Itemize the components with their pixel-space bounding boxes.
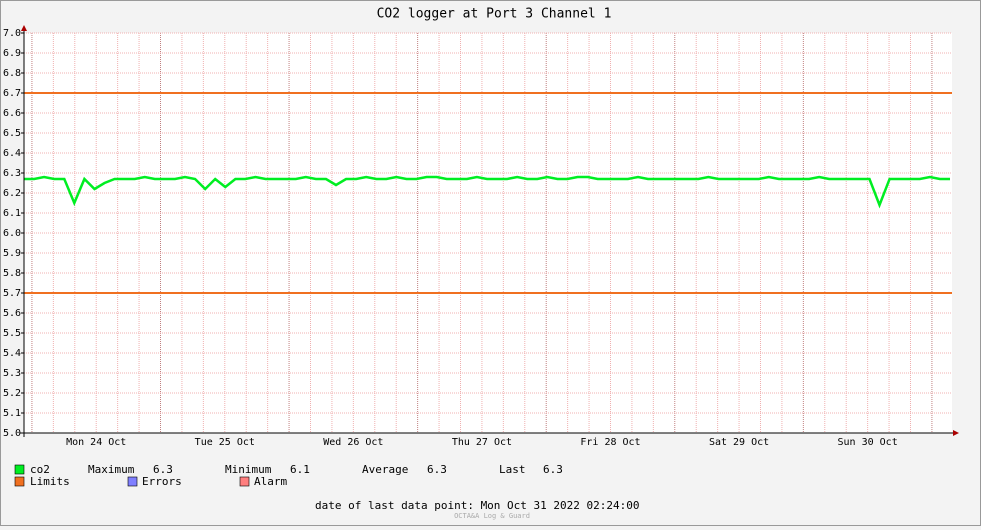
y-tick-label: 5.2 [3, 388, 21, 399]
y-tick-label: 6.7 [3, 88, 21, 99]
co2-line [24, 175, 950, 209]
legend-swatch [14, 464, 25, 475]
stat-label: Minimum [225, 463, 272, 476]
y-tick-label: 7.0 [3, 28, 21, 39]
y-tick-label: 6.6 [3, 108, 21, 119]
legend-swatch [14, 476, 25, 487]
x-arrow [953, 430, 959, 436]
y-tick-label: 5.6 [3, 308, 21, 319]
marks [24, 92, 952, 294]
y-tick-label: 6.1 [3, 208, 21, 219]
x-tick-label: Fri 28 Oct [580, 437, 640, 448]
x-tick-label: Wed 26 Oct [323, 437, 383, 448]
x-tick-label: Sat 29 Oct [709, 437, 769, 448]
stat-value: 6.1 [290, 463, 310, 476]
legend-label: Limits [30, 475, 70, 488]
y-tick-label: 5.5 [3, 328, 21, 339]
legend-label: co2 [30, 463, 50, 476]
y-tick-label: 6.9 [3, 48, 21, 59]
x-tick-label: Mon 24 Oct [66, 437, 126, 448]
y-tick-label: 6.8 [3, 68, 21, 79]
y-tick-label: 6.5 [3, 128, 21, 139]
legend: co2 Maximum 6.3 Minimum 6.1 Average 6.3 Last 6.3… [14, 463, 563, 488]
chart-title: CO2 logger at Port 3 Channel 1 [377, 7, 612, 22]
stat-value: 6.3 [543, 463, 563, 476]
y-tick-label: 5.1 [3, 408, 21, 419]
stat-value: 6.3 [427, 463, 447, 476]
y-tick-label: 6.3 [3, 168, 21, 179]
y-tick-label: 5.3 [3, 368, 21, 379]
y-tick-label: 5.9 [3, 248, 21, 259]
y-tick-label: 5.0 [3, 428, 21, 439]
watermark: OCTA&A Log & Guard [454, 512, 530, 520]
footer: date of last data point: Mon Oct 31 2022… [315, 499, 640, 512]
legend-swatch [127, 476, 138, 487]
x-tick-label: Sun 30 Oct [838, 437, 898, 448]
stat-label: Last [499, 463, 526, 476]
y-tick-label: 5.7 [3, 288, 21, 299]
x-tick-label: Thu 27 Oct [452, 437, 512, 448]
x-tick-label: Tue 25 Oct [195, 437, 255, 448]
stat-label: Average [362, 463, 408, 476]
legend-label: Errors [142, 475, 182, 488]
legend-swatch [239, 476, 250, 487]
y-tick-label: 6.0 [3, 228, 21, 239]
y-tick-label: 6.4 [3, 148, 21, 159]
y-tick-label: 5.4 [3, 348, 21, 359]
stat-label: Maximum [88, 463, 135, 476]
legend-label: Alarm [254, 475, 287, 488]
stat-value: 6.3 [153, 463, 173, 476]
y-tick-label: 5.8 [3, 268, 21, 279]
y-arrow [21, 25, 27, 31]
y-tick-label: 6.2 [3, 188, 21, 199]
